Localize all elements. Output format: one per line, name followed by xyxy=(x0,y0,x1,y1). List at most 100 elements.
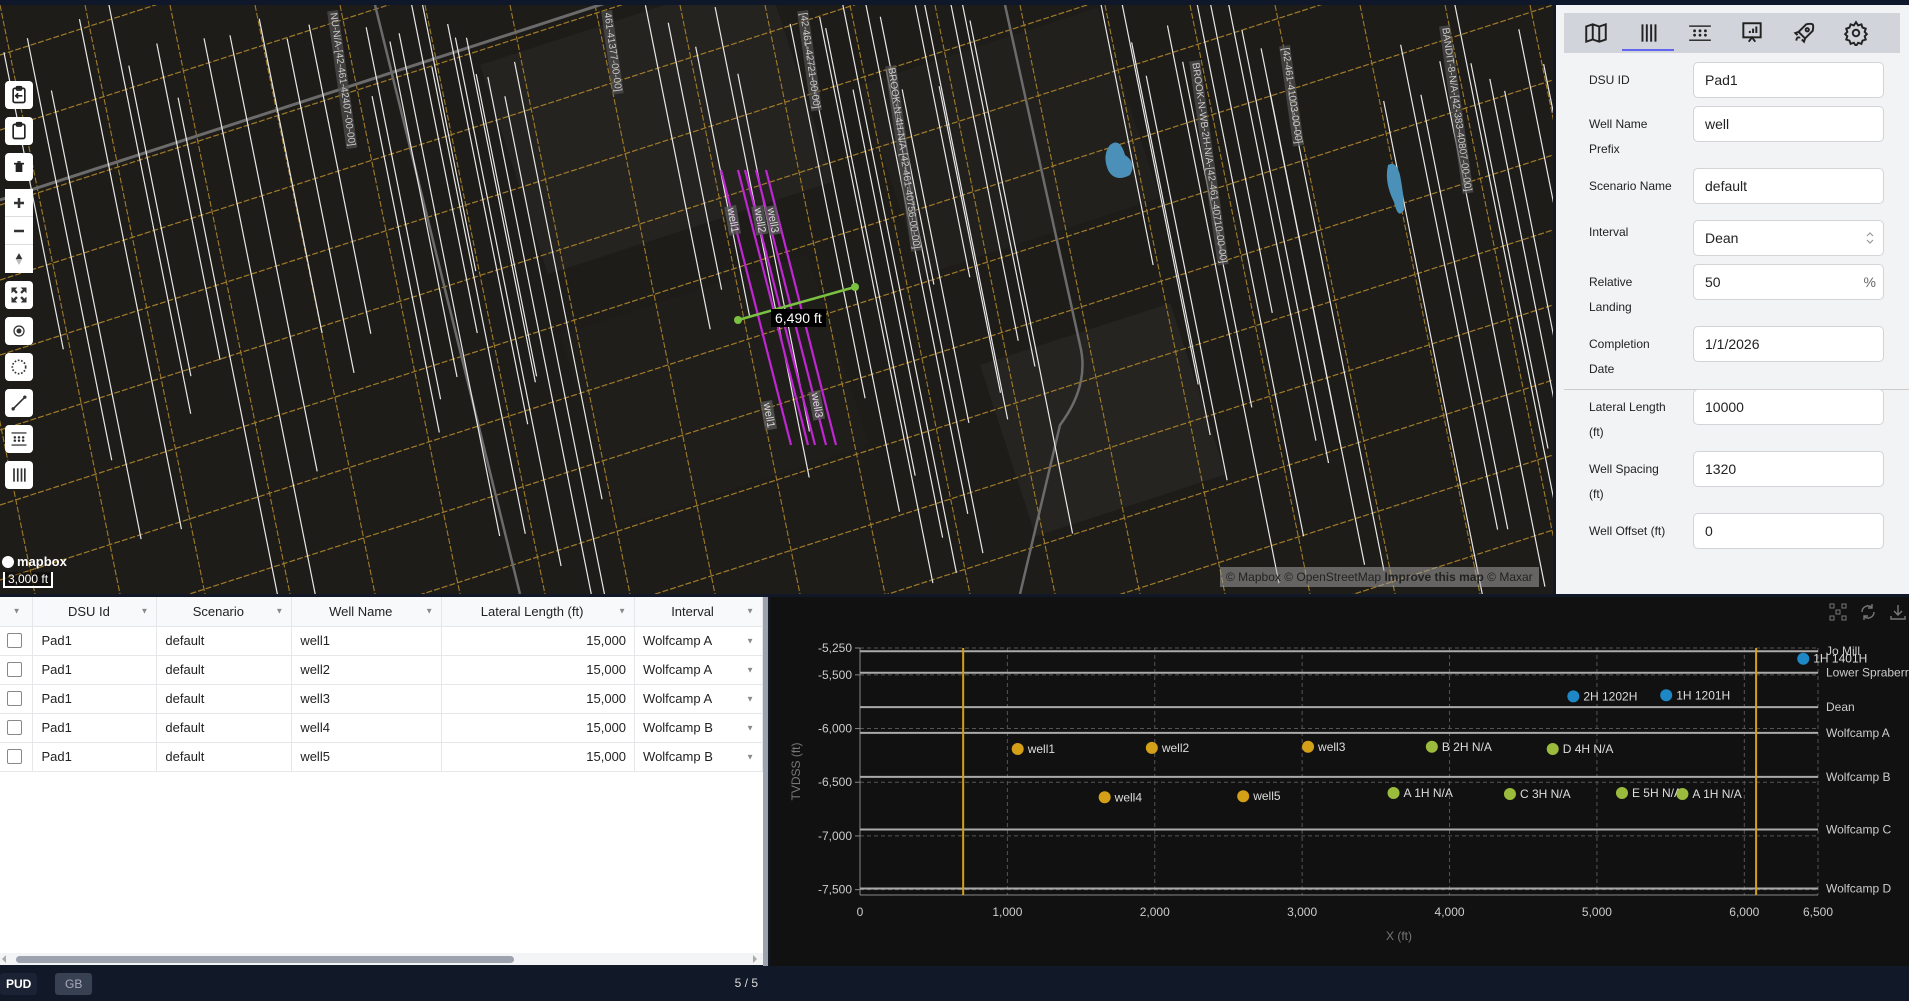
cell-dsu-id[interactable]: Pad1 xyxy=(32,626,158,656)
tab-settings[interactable] xyxy=(1830,13,1882,53)
dsu-id-input[interactable]: Pad1 xyxy=(1693,62,1884,98)
attrib-osm[interactable]: © OpenStreetMap xyxy=(1284,570,1382,584)
cell-interval[interactable]: Wolfcamp B ▼ xyxy=(634,713,763,743)
caret-down-icon[interactable]: ▼ xyxy=(275,606,284,616)
gb-button[interactable]: GB xyxy=(55,973,93,995)
caret-down-icon[interactable]: ▼ xyxy=(140,606,149,616)
cell-interval[interactable]: Wolfcamp B ▼ xyxy=(634,742,763,772)
circle-select-button[interactable] xyxy=(5,353,33,381)
cell-well-name[interactable]: well1 xyxy=(291,626,443,656)
cell-dsu-id[interactable]: Pad1 xyxy=(32,742,158,772)
pud-button[interactable]: PUD xyxy=(0,973,38,995)
svg-text:D 4H N/A: D 4H N/A xyxy=(1563,742,1614,756)
interval-select[interactable]: Dean xyxy=(1693,220,1884,256)
cross-section-chart[interactable]: 0 1,000 2,000 3,000 4,000 5,000 6,000 6,500 -5,2… xyxy=(770,597,1909,966)
cell-interval[interactable]: Wolfcamp A ▼ xyxy=(634,655,763,685)
well-spacing-input[interactable]: 1320 xyxy=(1693,451,1884,487)
cell-scenario[interactable]: default xyxy=(156,742,293,772)
cell-scenario[interactable]: default xyxy=(156,684,293,714)
cell-scenario[interactable]: default xyxy=(156,626,293,656)
select-area-icon[interactable] xyxy=(1829,603,1847,621)
lateral-length-input[interactable]: 10000 xyxy=(1693,389,1884,425)
horizontal-scrollbar[interactable] xyxy=(0,953,763,965)
scrollbar-thumb[interactable] xyxy=(16,956,514,963)
tab-launch[interactable] xyxy=(1778,13,1830,53)
cell-lateral-length[interactable]: 15,000 xyxy=(441,713,636,743)
zoom-in-button[interactable] xyxy=(5,189,33,217)
row-checkbox[interactable] xyxy=(7,720,22,735)
split-handle[interactable] xyxy=(763,597,768,966)
cell-lateral-length[interactable]: 15,000 xyxy=(441,684,636,714)
zoom-out-button[interactable] xyxy=(5,217,33,245)
row-checkbox[interactable] xyxy=(7,749,22,764)
caret-down-icon[interactable]: ▼ xyxy=(746,694,754,703)
cell-well-name[interactable]: well5 xyxy=(291,742,443,772)
caret-down-icon[interactable]: ▼ xyxy=(618,606,627,616)
map-view[interactable]: 6,490 ft well1 well2 well3 well1 well3 NU-N/… xyxy=(0,5,1553,594)
cell-scenario[interactable]: default xyxy=(156,655,293,685)
select-column-header[interactable]: ▼ xyxy=(0,597,34,627)
scroll-left-arrow-icon[interactable] xyxy=(2,955,6,963)
well-prefix-input[interactable]: well xyxy=(1693,106,1884,142)
tab-map[interactable] xyxy=(1570,13,1622,53)
cell-well-name[interactable]: well2 xyxy=(291,655,443,685)
column-interval[interactable]: Interval ▼ xyxy=(634,597,763,627)
attrib-mapbox[interactable]: © Mapbox xyxy=(1226,570,1281,584)
table-row[interactable]: Pad1 default well5 15,000 Wolfcamp B ▼ xyxy=(0,742,763,772)
scatter-plot[interactable]: 0 1,000 2,000 3,000 4,000 5,000 6,000 6,500 -5,2… xyxy=(770,597,1909,966)
caret-down-icon[interactable]: ▼ xyxy=(746,752,754,761)
point-tool-button[interactable] xyxy=(5,317,33,345)
well-layout-tool-button[interactable] xyxy=(5,461,33,489)
mapbox-logo[interactable]: mapbox xyxy=(2,554,67,569)
table-row[interactable]: Pad1 default well1 15,000 Wolfcamp A ▼ xyxy=(0,626,763,656)
attrib-maxar[interactable]: © Maxar xyxy=(1487,570,1533,584)
scroll-right-arrow-icon[interactable] xyxy=(753,955,757,963)
column-lateral-length[interactable]: Lateral Length (ft) ▼ xyxy=(441,597,636,627)
tab-presentation[interactable] xyxy=(1726,13,1778,53)
refresh-icon[interactable] xyxy=(1859,603,1877,621)
caret-down-icon[interactable]: ▼ xyxy=(746,665,754,674)
cell-dsu-id[interactable]: Pad1 xyxy=(32,713,158,743)
caret-down-icon[interactable]: ▼ xyxy=(746,606,754,616)
column-dsu-id[interactable]: DSU Id ▼ xyxy=(32,597,158,627)
well-offset-input[interactable]: 0 xyxy=(1693,513,1884,549)
caret-down-icon[interactable]: ▼ xyxy=(425,606,434,616)
cell-dsu-id[interactable]: Pad1 xyxy=(32,684,158,714)
cell-interval[interactable]: Wolfcamp A ▼ xyxy=(634,684,763,714)
tab-wells[interactable] xyxy=(1622,13,1674,53)
measure-line-button[interactable] xyxy=(5,389,33,417)
table-row[interactable]: Pad1 default well2 15,000 Wolfcamp A ▼ xyxy=(0,655,763,685)
reset-north-button[interactable] xyxy=(5,245,33,273)
row-checkbox[interactable] xyxy=(7,691,22,706)
relative-landing-input[interactable]: 50 % xyxy=(1693,264,1884,300)
cell-lateral-length[interactable]: 15,000 xyxy=(441,742,636,772)
table-row[interactable]: Pad1 default well3 15,000 Wolfcamp A ▼ xyxy=(0,684,763,714)
column-scenario[interactable]: Scenario ▼ xyxy=(156,597,293,627)
row-checkbox[interactable] xyxy=(7,633,22,648)
scenario-name-input[interactable]: default xyxy=(1693,168,1884,204)
fit-bounds-button[interactable] xyxy=(5,281,33,309)
spacing-dots-icon xyxy=(1689,25,1711,41)
column-well-name[interactable]: Well Name ▼ xyxy=(291,597,443,627)
cell-dsu-id[interactable]: Pad1 xyxy=(32,655,158,685)
table-row[interactable]: Pad1 default well4 15,000 Wolfcamp B ▼ xyxy=(0,713,763,743)
paste-import-button[interactable] xyxy=(5,81,33,109)
row-checkbox[interactable] xyxy=(7,662,22,677)
cell-lateral-length[interactable]: 15,000 xyxy=(441,626,636,656)
delete-button[interactable] xyxy=(5,153,33,181)
cell-interval[interactable]: Wolfcamp A ▼ xyxy=(634,626,763,656)
cell-well-name[interactable]: well3 xyxy=(291,684,443,714)
well-spacing-tool-button[interactable] xyxy=(5,425,33,453)
map-canvas[interactable] xyxy=(0,5,1553,594)
svg-text:TVDSS (ft): TVDSS (ft) xyxy=(789,742,803,800)
cell-scenario[interactable]: default xyxy=(156,713,293,743)
download-icon[interactable] xyxy=(1889,603,1907,621)
caret-down-icon[interactable]: ▼ xyxy=(746,723,754,732)
completion-date-input[interactable]: 1/1/2026 xyxy=(1693,326,1884,362)
cell-lateral-length[interactable]: 15,000 xyxy=(441,655,636,685)
tab-spacing[interactable] xyxy=(1674,13,1726,53)
cell-well-name[interactable]: well4 xyxy=(291,713,443,743)
clipboard-button[interactable] xyxy=(5,117,33,145)
caret-down-icon[interactable]: ▼ xyxy=(746,636,754,645)
improve-map-link[interactable]: Improve this map xyxy=(1384,570,1484,584)
